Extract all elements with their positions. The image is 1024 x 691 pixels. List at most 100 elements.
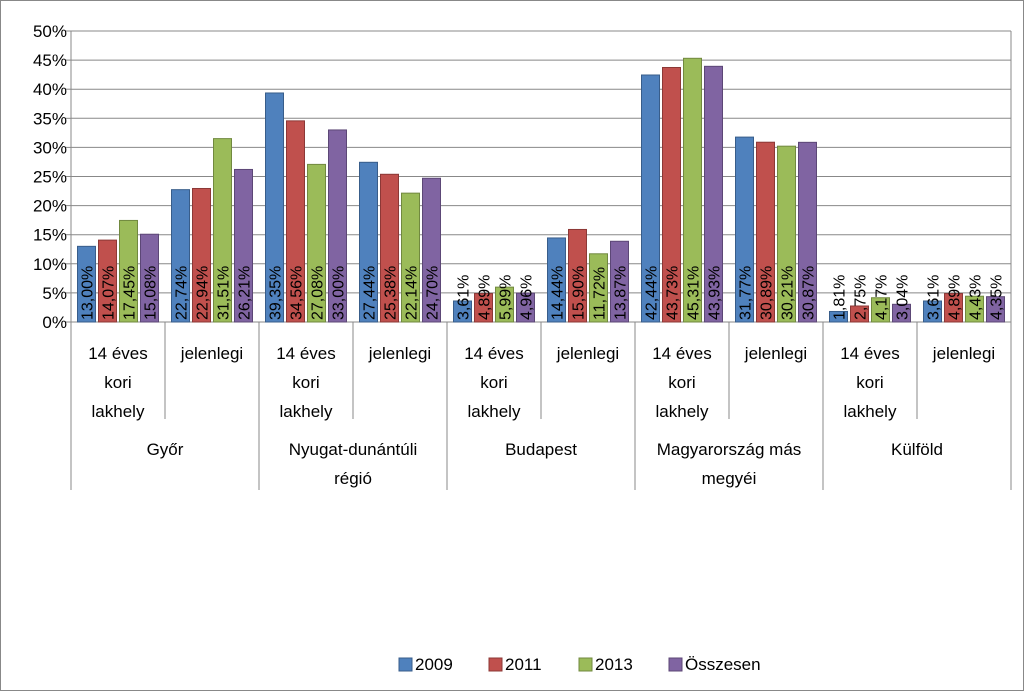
category-label: 14 éves <box>652 344 712 363</box>
data-label: 4,17% <box>874 275 891 320</box>
data-label: 4,35% <box>989 275 1006 320</box>
bar <box>265 92 284 323</box>
data-label: 30,89% <box>759 266 776 320</box>
category-label: jelenlegi <box>180 344 243 363</box>
category-label: jelenlegi <box>368 344 431 363</box>
category-label: 14 éves <box>464 344 524 363</box>
group-label: régió <box>334 469 372 488</box>
category-label: lakhely <box>468 402 521 421</box>
data-label: 31,51% <box>216 266 233 320</box>
data-label: 39,35% <box>268 266 285 320</box>
data-label: 24,70% <box>425 266 442 320</box>
bar <box>171 189 190 323</box>
y-tick-label: 50% <box>33 22 67 41</box>
bar <box>192 187 211 323</box>
category-label: kori <box>668 373 695 392</box>
bar <box>495 286 514 323</box>
data-label: 13,00% <box>80 266 97 320</box>
y-tick-label: 35% <box>33 109 67 128</box>
data-label: 25,38% <box>383 266 400 320</box>
data-label: 11,72% <box>592 267 609 320</box>
bar <box>234 168 253 323</box>
data-label: 13,87% <box>613 266 630 320</box>
category-label: 14 éves <box>840 344 900 363</box>
bar <box>453 300 472 323</box>
data-label: 15,90% <box>571 266 588 320</box>
data-label: 3,61% <box>456 275 473 320</box>
bar <box>798 141 817 323</box>
group-label: Budapest <box>505 440 577 459</box>
group-label: Győr <box>147 440 184 459</box>
data-label: 43,73% <box>665 266 682 320</box>
category-label: jelenlegi <box>744 344 807 363</box>
data-label: 4,43% <box>968 275 985 320</box>
y-tick-label: 45% <box>33 51 67 70</box>
y-axis: 0% 5% 10% 15% 20% 25% 30% 35% 40% 45% 50% <box>33 22 1012 332</box>
bar <box>307 163 326 323</box>
data-label: 14,07% <box>101 266 118 320</box>
group-label: Magyarország más <box>657 440 802 459</box>
bar <box>735 136 754 323</box>
data-label: 14,44% <box>550 266 567 320</box>
category-label: lakhely <box>280 402 333 421</box>
data-label: 30,87% <box>801 266 818 320</box>
group-label: Külföld <box>891 440 943 459</box>
data-label: 22,94% <box>195 266 212 320</box>
data-label: 3,61% <box>926 275 943 320</box>
bar <box>77 245 96 323</box>
data-label: 2,75% <box>853 275 870 320</box>
y-tick-label: 0% <box>42 313 67 332</box>
bar <box>286 120 305 323</box>
bar <box>401 192 420 323</box>
bar <box>516 292 535 323</box>
data-label: 27,44% <box>362 266 379 320</box>
category-label: lakhely <box>844 402 897 421</box>
y-tick-label: 25% <box>33 168 67 187</box>
bar <box>547 237 566 323</box>
data-label: 17,45% <box>122 266 139 320</box>
bar <box>756 141 775 323</box>
category-label: kori <box>856 373 883 392</box>
data-label: 15,08% <box>143 266 160 320</box>
category-label: lakhely <box>92 402 145 421</box>
legend-swatch <box>488 657 503 672</box>
category-label: jelenlegi <box>932 344 995 363</box>
data-label: 4,96% <box>519 275 536 320</box>
group-label: Nyugat-dunántúli <box>289 440 418 459</box>
bar <box>683 57 702 323</box>
group-label: megyéi <box>702 469 757 488</box>
bar <box>986 296 1005 323</box>
y-tick-label: 30% <box>33 138 67 157</box>
bar <box>119 219 138 323</box>
bar <box>474 293 493 323</box>
bar <box>328 129 347 323</box>
bar <box>589 253 608 323</box>
bar <box>140 233 159 323</box>
bar <box>568 228 587 323</box>
bar <box>380 173 399 323</box>
y-tick-label: 10% <box>33 255 67 274</box>
bar <box>359 161 378 323</box>
bars <box>77 57 1005 323</box>
legend-label: 2011 <box>505 655 542 674</box>
data-label: 31,77% <box>738 266 755 320</box>
category-label: 14 éves <box>88 344 148 363</box>
data-label: 22,74% <box>174 266 191 320</box>
legend: 2009 2011 2013 Összesen <box>398 655 761 674</box>
bar <box>610 240 629 323</box>
data-label: 22,14% <box>404 266 421 320</box>
bar <box>704 65 723 323</box>
bar <box>641 74 660 323</box>
bar <box>422 177 441 323</box>
data-label: 4,89% <box>947 275 964 320</box>
data-label: 3,04% <box>895 275 912 320</box>
category-label: lakhely <box>656 402 709 421</box>
bar <box>871 297 890 323</box>
category-label: kori <box>104 373 131 392</box>
data-label: 33,00% <box>331 266 348 320</box>
y-tick-label: 5% <box>42 284 67 303</box>
legend-label: 2009 <box>415 655 453 674</box>
legend-label: Összesen <box>685 655 761 674</box>
bar <box>829 310 848 323</box>
